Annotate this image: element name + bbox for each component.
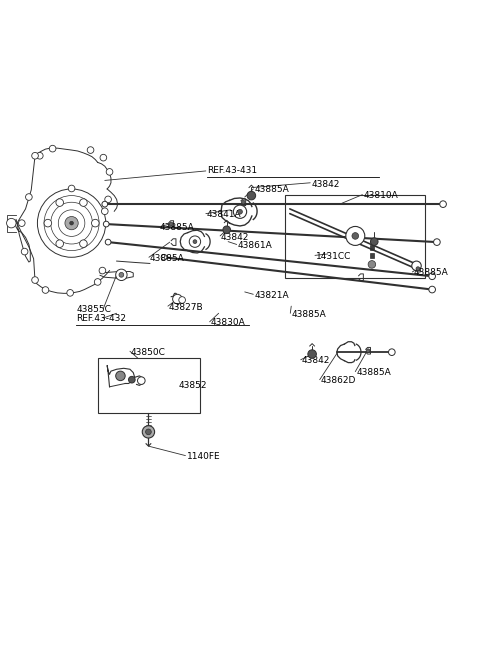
Circle shape: [67, 290, 73, 296]
Circle shape: [18, 220, 25, 227]
Circle shape: [87, 147, 94, 153]
Circle shape: [65, 217, 78, 230]
Circle shape: [92, 219, 99, 227]
Circle shape: [36, 153, 43, 159]
Bar: [370, 253, 374, 258]
Text: 43821A: 43821A: [254, 291, 289, 300]
Circle shape: [416, 267, 420, 271]
Circle shape: [241, 200, 245, 204]
Text: 1431CC: 1431CC: [316, 252, 351, 261]
Circle shape: [366, 349, 370, 352]
Circle shape: [247, 191, 256, 200]
Bar: [97, 358, 200, 413]
Circle shape: [25, 194, 32, 200]
Circle shape: [308, 350, 316, 358]
Circle shape: [145, 429, 151, 435]
Circle shape: [119, 272, 124, 277]
Circle shape: [102, 201, 108, 207]
Text: 43885A: 43885A: [159, 223, 194, 233]
Text: 1140FE: 1140FE: [187, 452, 220, 461]
Circle shape: [346, 227, 365, 246]
Text: 43862D: 43862D: [321, 376, 356, 385]
Circle shape: [412, 261, 421, 271]
Text: 43885A: 43885A: [291, 310, 326, 319]
Circle shape: [56, 198, 63, 206]
Circle shape: [32, 153, 38, 159]
Text: 43885A: 43885A: [356, 368, 391, 377]
Circle shape: [80, 240, 87, 248]
Text: 43885A: 43885A: [413, 269, 448, 278]
Circle shape: [429, 286, 435, 293]
Circle shape: [42, 287, 49, 293]
Circle shape: [105, 196, 111, 202]
Text: 43852: 43852: [179, 381, 207, 390]
Circle shape: [7, 218, 16, 228]
Text: 43885A: 43885A: [150, 254, 185, 263]
Bar: [285, 195, 425, 278]
Circle shape: [21, 248, 28, 255]
Text: 43810A: 43810A: [363, 191, 398, 200]
Circle shape: [371, 238, 378, 246]
Circle shape: [223, 226, 230, 234]
Circle shape: [388, 349, 395, 356]
Text: 43827B: 43827B: [169, 303, 204, 312]
Circle shape: [105, 239, 111, 245]
Circle shape: [142, 426, 155, 438]
Circle shape: [44, 196, 99, 251]
Circle shape: [116, 269, 127, 280]
Circle shape: [51, 202, 93, 244]
Circle shape: [70, 221, 73, 225]
Circle shape: [116, 371, 125, 381]
Circle shape: [233, 205, 247, 218]
Text: 43842: 43842: [311, 179, 339, 189]
Circle shape: [161, 254, 167, 260]
Circle shape: [189, 236, 201, 248]
Circle shape: [440, 201, 446, 208]
Circle shape: [32, 276, 38, 284]
Circle shape: [106, 168, 113, 175]
Text: REF.43-432: REF.43-432: [76, 314, 126, 324]
Circle shape: [169, 222, 173, 226]
Circle shape: [193, 240, 197, 244]
Circle shape: [173, 294, 182, 304]
Circle shape: [179, 297, 185, 303]
Circle shape: [238, 210, 242, 214]
Circle shape: [68, 185, 75, 192]
Circle shape: [101, 208, 108, 215]
Text: 43841A: 43841A: [207, 210, 241, 219]
Circle shape: [58, 210, 85, 236]
Text: 43850C: 43850C: [131, 348, 166, 357]
Text: REF.43-431: REF.43-431: [207, 166, 257, 176]
Circle shape: [103, 221, 109, 227]
Circle shape: [44, 219, 52, 227]
Circle shape: [56, 240, 63, 248]
Bar: [50, 223, 80, 238]
Text: 43861A: 43861A: [238, 241, 272, 250]
Circle shape: [37, 189, 106, 257]
Text: 43842: 43842: [221, 233, 250, 242]
Circle shape: [95, 278, 101, 286]
Circle shape: [129, 377, 135, 383]
Circle shape: [352, 233, 359, 239]
Text: 43830A: 43830A: [211, 318, 245, 328]
Circle shape: [429, 273, 435, 280]
Text: 43842: 43842: [301, 356, 330, 365]
Bar: [370, 246, 374, 250]
Circle shape: [433, 239, 440, 246]
Text: 43885A: 43885A: [254, 185, 289, 195]
Circle shape: [368, 261, 376, 268]
Circle shape: [100, 155, 107, 161]
Text: 43855C: 43855C: [76, 305, 111, 314]
Circle shape: [137, 377, 145, 384]
Circle shape: [49, 145, 56, 152]
Circle shape: [99, 267, 106, 274]
Circle shape: [80, 198, 87, 206]
